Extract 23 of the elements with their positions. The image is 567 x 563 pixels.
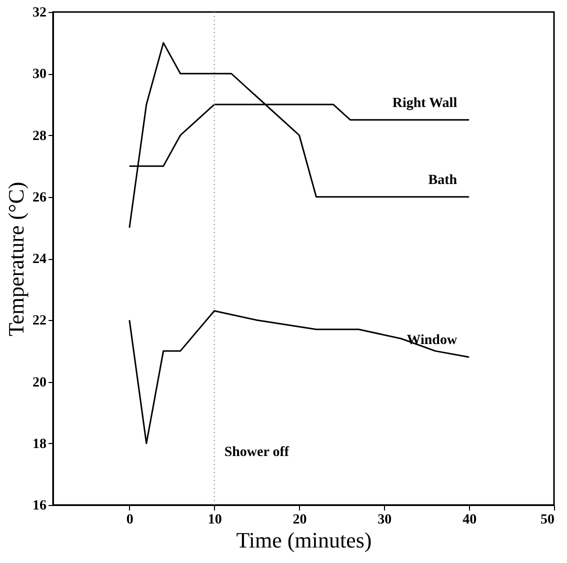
line-series [128,42,470,228]
y-tick-label: 24 [32,252,46,267]
y-tick-label: 20 [32,375,46,390]
x-tick-label: 40 [462,512,477,528]
y-tick-label: 16 [32,498,46,514]
y-tick-label: 26 [32,190,46,206]
y-tick-label: 30 [32,67,46,82]
y-tick-label: 18 [32,436,46,452]
x-tick-label: 50 [540,512,554,528]
ref-line-label: Shower off [224,445,290,460]
x-axis-title: Time (minutes) [236,528,372,552]
x-tick-label: 0 [126,512,134,528]
x-tick-label: 20 [292,512,307,528]
line-series [128,310,470,444]
y-axis-title: Temperature (°C) [4,182,28,336]
y-tick-label: 28 [32,128,46,144]
y-tick-label: 22 [32,314,46,329]
series-label: Window [406,333,458,348]
y-tick-label: 32 [32,6,46,20]
series-label: Right Wall [392,96,458,111]
x-tick-label: 30 [378,512,392,528]
series-label: Bath [428,172,458,188]
x-tick-label: 10 [208,512,222,528]
